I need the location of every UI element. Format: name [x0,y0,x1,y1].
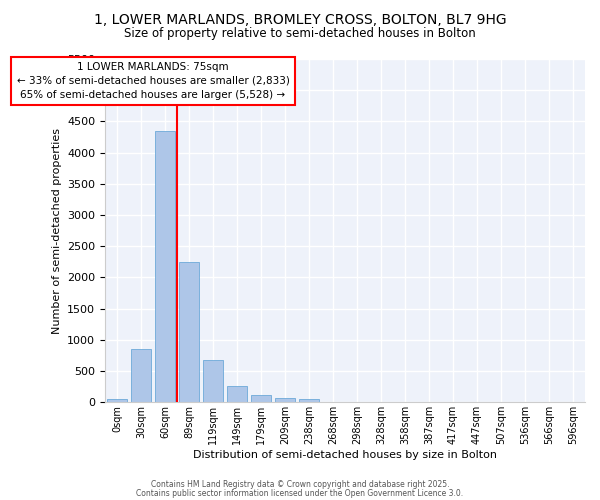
Bar [299,398,319,402]
Text: 1 LOWER MARLANDS: 75sqm
← 33% of semi-detached houses are smaller (2,833)
65% of: 1 LOWER MARLANDS: 75sqm ← 33% of semi-de… [17,62,289,100]
Bar [275,398,295,402]
Text: Size of property relative to semi-detached houses in Bolton: Size of property relative to semi-detach… [124,28,476,40]
Text: Contains HM Land Registry data © Crown copyright and database right 2025.: Contains HM Land Registry data © Crown c… [151,480,449,489]
Bar [107,399,127,402]
Bar [131,349,151,403]
Bar [155,131,175,402]
X-axis label: Distribution of semi-detached houses by size in Bolton: Distribution of semi-detached houses by … [193,450,497,460]
Y-axis label: Number of semi-detached properties: Number of semi-detached properties [52,128,62,334]
Bar [251,395,271,402]
Bar [179,262,199,402]
Text: 1, LOWER MARLANDS, BROMLEY CROSS, BOLTON, BL7 9HG: 1, LOWER MARLANDS, BROMLEY CROSS, BOLTON… [94,12,506,26]
Bar [203,360,223,403]
Text: Contains public sector information licensed under the Open Government Licence 3.: Contains public sector information licen… [136,488,464,498]
Bar [227,386,247,402]
